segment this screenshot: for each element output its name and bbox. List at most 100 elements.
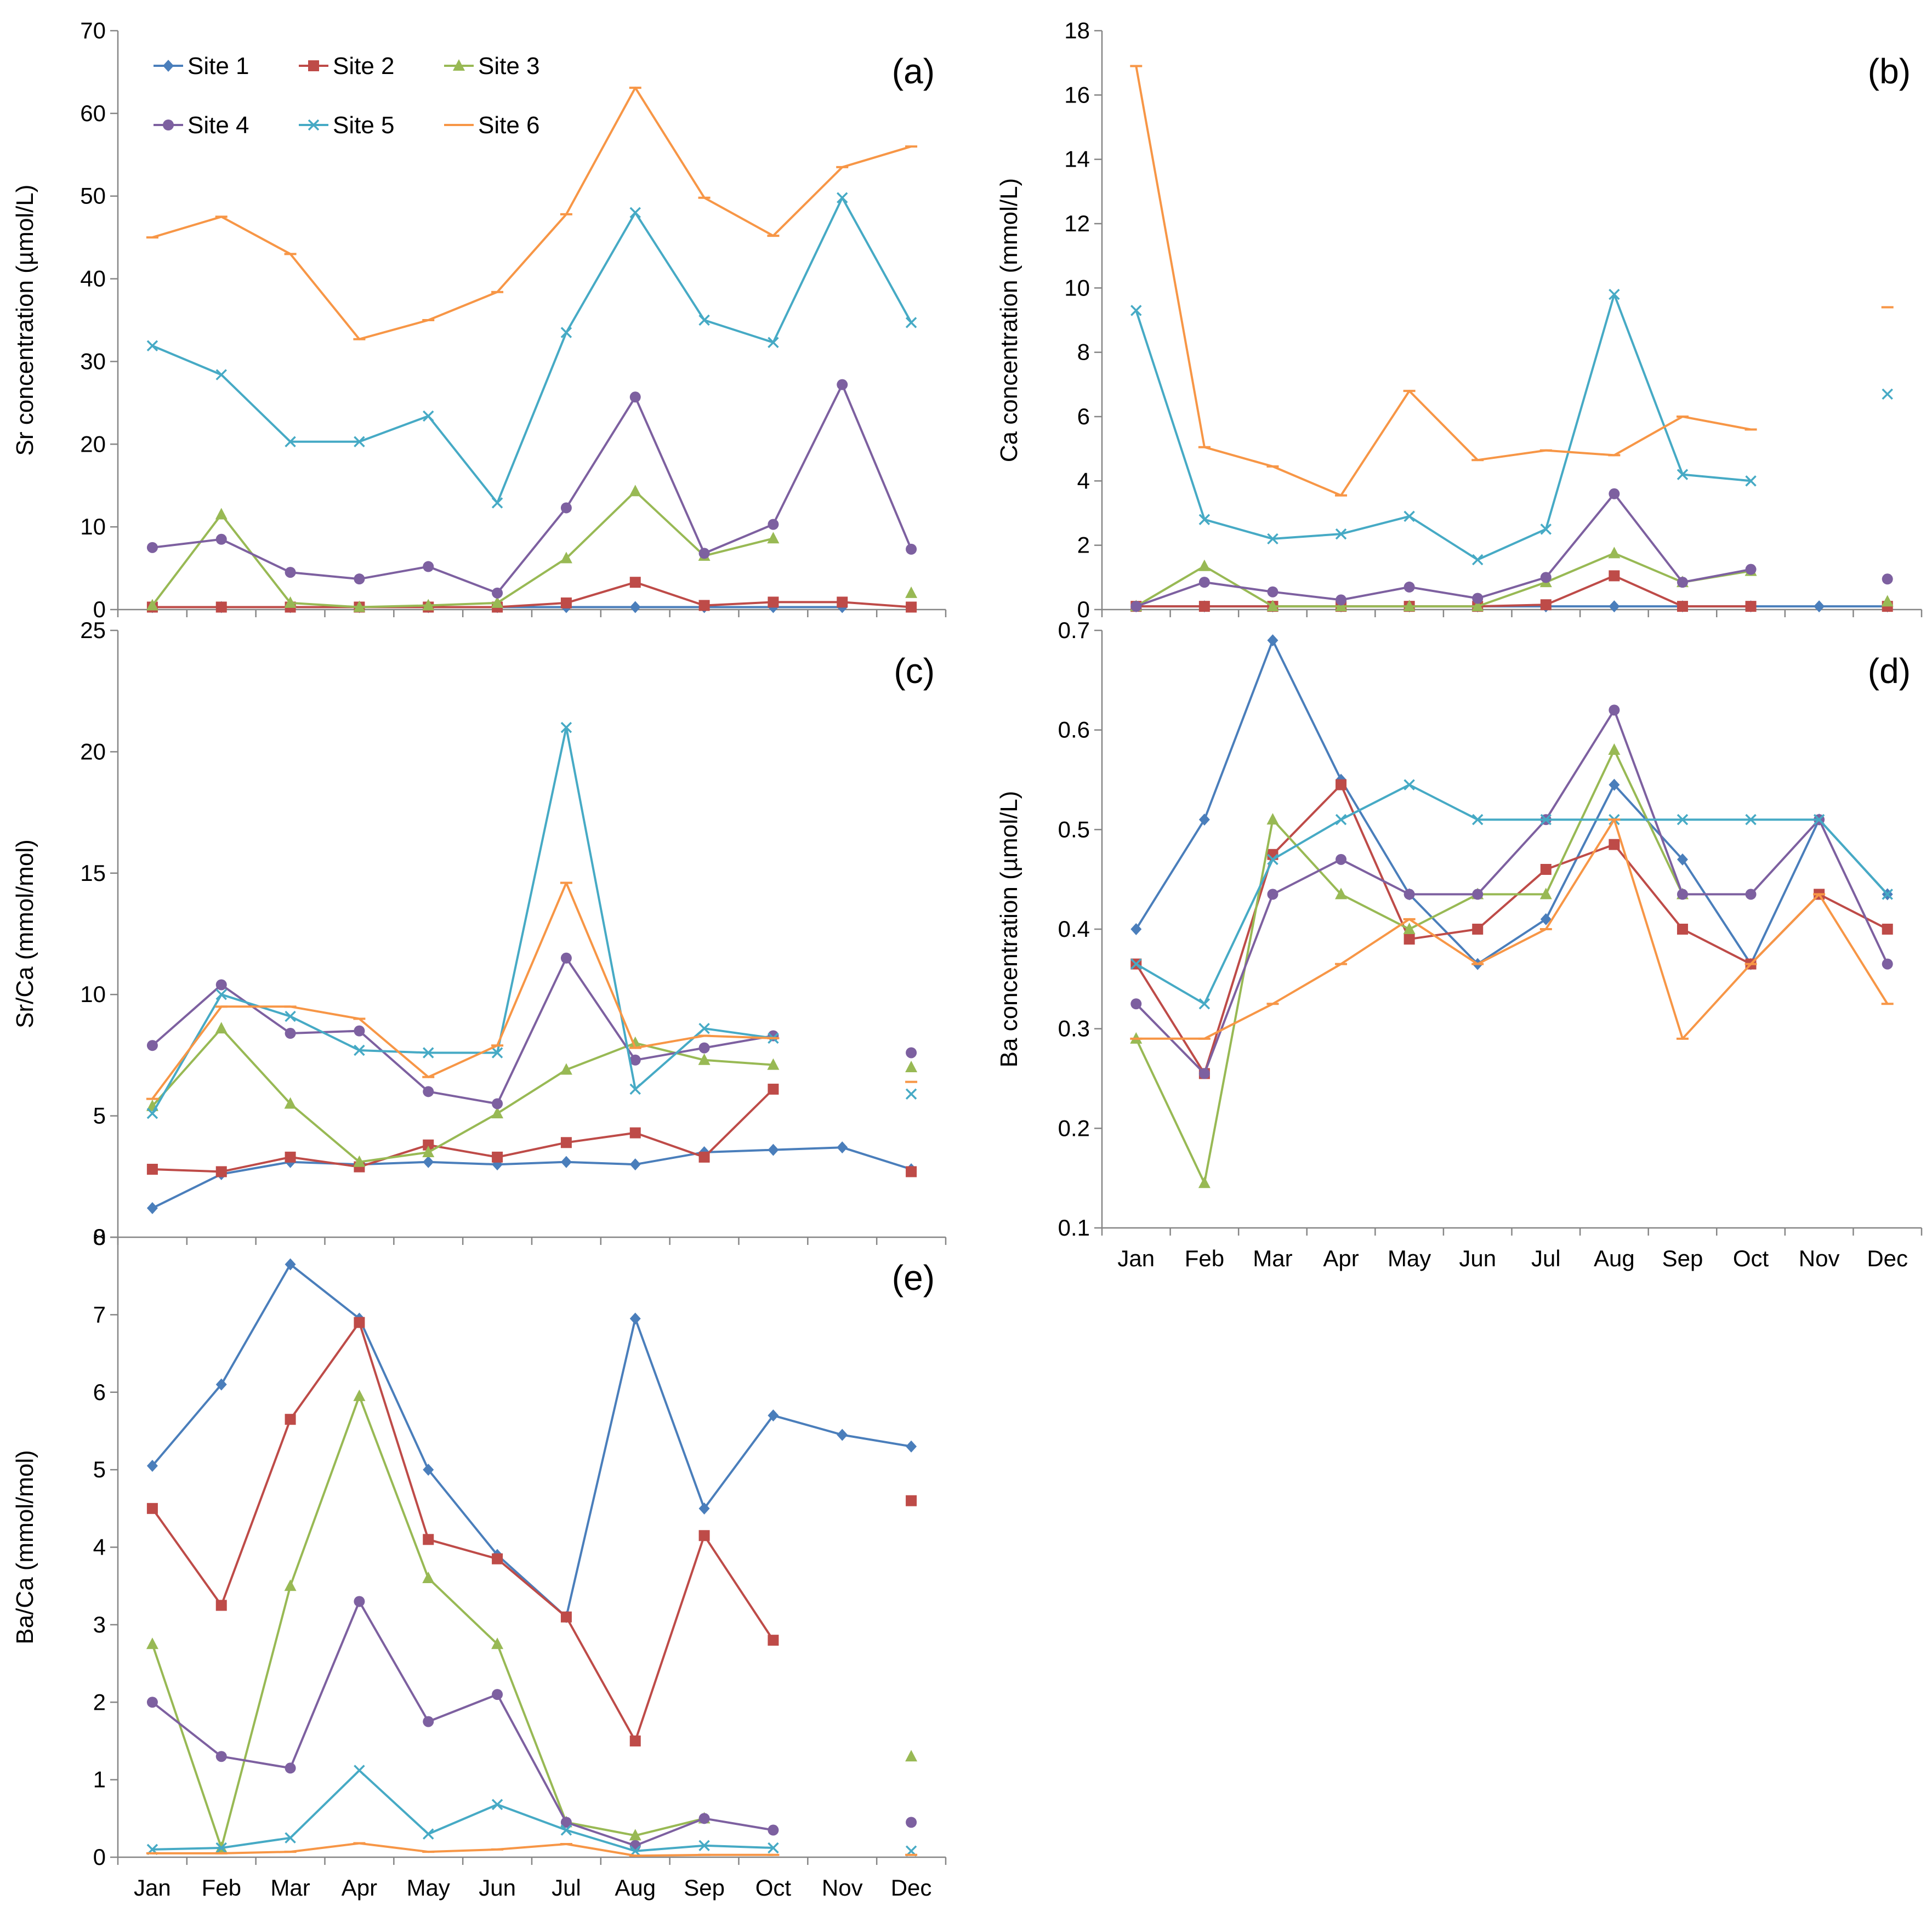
legend-item-site-3: Site 3 [444,53,540,79]
data-point-site-2 [629,577,641,588]
y-axis-title: Sr/Ca (mmol/mol) [12,839,38,1028]
data-point-site-1 [423,1464,434,1476]
panel-label: (c) [894,651,935,691]
data-point-site-5 [285,1832,296,1844]
data-point-site-4 [1336,594,1347,606]
data-point-site-2 [1198,601,1210,612]
y-tick-label: 0.6 [1058,717,1090,743]
series-site-3 [146,485,918,612]
data-point-site-2 [492,1553,503,1564]
data-point-site-2 [768,1635,779,1646]
data-point-site-4 [629,391,641,403]
data-point-site-5 [1403,510,1415,522]
y-tick-label: 40 [80,266,106,292]
data-point-site-3 [491,1107,504,1119]
data-point-site-3 [629,1829,641,1841]
data-point-site-5 [560,327,572,338]
x-tick-label-aug: Aug [615,1875,656,1901]
y-axis-title: Sr concentration (µmol/L) [12,185,38,456]
data-point-site-2 [285,1414,296,1425]
panel-e: 0 1 2 3 4 5 6 7 8 Jan Feb Mar Apr May Jun Jul Aug Sep Oct N… [12,1224,947,1901]
data-point-site-3 [905,1750,918,1762]
y-axis-title: Ca concentration (mmol/L) [996,178,1022,462]
data-point-site-5 [698,1840,710,1852]
data-point-site-5 [1198,514,1211,525]
legend: Site 1 Site 2 Site 3 Site 4 Site 5 Site 6 [154,53,540,139]
data-point-site-3 [146,599,158,611]
data-point-site-1 [146,1202,158,1214]
data-point-site-3 [422,599,435,611]
data-point-site-4 [1198,577,1210,588]
data-point-site-5 [1198,998,1211,1010]
data-point-site-3 [560,1063,572,1075]
data-point-site-4 [1267,586,1278,598]
data-point-site-4 [1130,601,1142,612]
data-point-site-4 [698,1813,710,1824]
data-point-site-4 [1540,572,1552,583]
y-tick-label: 5 [93,1103,106,1129]
data-point-site-5 [1745,813,1757,826]
data-point-site-4 [146,542,158,553]
data-point-site-1 [1609,778,1620,791]
data-point-site-1 [146,1460,158,1472]
y-tick-label: 7 [93,1301,106,1327]
y-tick-label: 18 [1064,18,1090,43]
series-line-site-1 [1135,639,1889,965]
data-point-site-1 [215,1378,227,1391]
data-point-site-4 [560,952,572,964]
data-point-site-1 [629,1312,641,1325]
data-point-site-4 [1745,564,1757,575]
x-tick-label-aug: Aug [1594,1245,1635,1271]
data-point-site-1 [560,1156,572,1168]
data-point-site-4 [146,1697,158,1708]
data-point-site-4 [698,548,710,559]
data-point-site-2 [146,1503,158,1514]
x-tick-label-jan: Jan [1117,1245,1155,1271]
data-point-site-1 [768,1143,779,1156]
data-point-site-4 [146,1040,158,1051]
data-point-site-1 [837,1141,848,1154]
data-point-site-2 [560,1611,572,1623]
y-tick-label: 70 [80,18,106,43]
panel-b: 0 2 4 6 8 10 12 14 16 18 Ca concentration (mmol/L)… [996,18,1923,622]
x-tick-label-apr: Apr [342,1875,377,1901]
data-point-site-3 [491,1637,504,1649]
series-site-4 [146,1596,917,1851]
data-point-site-4 [492,1098,503,1110]
data-point-site-4 [354,573,365,585]
data-point-site-5 [698,1022,710,1034]
series-site-5 [146,1765,917,1857]
data-point-site-5 [560,721,572,733]
data-point-site-4 [768,519,779,530]
panel-d: 0.1 0.2 0.3 0.4 0.5 0.6 0.7 Jan Feb Mar Apr May Jun J… [996,617,1923,1271]
data-point-site-2 [560,597,572,608]
data-point-site-3 [215,508,228,520]
data-point-site-3 [284,596,297,608]
data-point-site-4 [629,1054,641,1066]
series-line-site-5 [1135,783,1889,1005]
legend-label: Site 5 [333,112,395,139]
data-point-site-4 [215,1751,227,1762]
data-point-site-3 [1403,600,1416,612]
data-point-site-4 [423,1086,434,1097]
data-point-site-2 [837,596,848,608]
data-point-site-5 [1882,388,1893,400]
y-axis-title: Ba/Ca (mmol/mol) [12,1450,38,1645]
data-point-site-3 [767,532,780,544]
series-site-4 [146,379,917,599]
panel-label: (b) [1868,52,1911,91]
data-point-site-5 [285,1010,296,1022]
data-point-site-5 [905,1088,917,1100]
series-line-site-6 [1136,818,1889,1040]
legend-label: Site 6 [478,112,540,139]
data-point-site-4 [906,1817,917,1828]
series-line-site-6 [152,87,912,340]
data-point-site-4 [1745,889,1757,900]
data-point-site-4 [1609,704,1620,716]
data-point-site-3 [629,485,641,497]
data-point-site-3 [1335,600,1348,612]
data-point-site-3 [1608,547,1621,559]
data-point-site-1 [423,1156,434,1168]
data-point-site-5 [1609,288,1620,300]
data-point-site-4 [423,561,434,572]
